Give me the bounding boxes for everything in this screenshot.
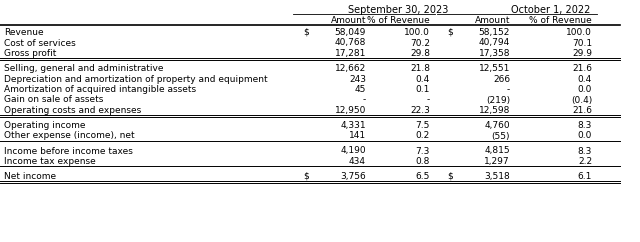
Text: Other expense (income), net: Other expense (income), net	[4, 131, 134, 141]
Text: 40,768: 40,768	[335, 38, 366, 47]
Text: 12,662: 12,662	[335, 64, 366, 73]
Text: September 30, 2023: September 30, 2023	[348, 5, 448, 15]
Text: (55): (55)	[492, 131, 510, 141]
Text: -: -	[507, 85, 510, 94]
Text: 4,815: 4,815	[484, 146, 510, 156]
Text: October 1, 2022: October 1, 2022	[511, 5, 591, 15]
Text: 21.6: 21.6	[572, 64, 592, 73]
Text: 0.4: 0.4	[578, 75, 592, 83]
Text: Operating costs and expenses: Operating costs and expenses	[4, 106, 141, 115]
Text: $: $	[303, 172, 308, 181]
Text: $: $	[447, 28, 452, 37]
Text: 6.5: 6.5	[415, 172, 430, 181]
Text: Income tax expense: Income tax expense	[4, 157, 96, 166]
Text: -: -	[363, 96, 366, 105]
Text: 0.2: 0.2	[416, 131, 430, 141]
Text: 17,358: 17,358	[479, 49, 510, 58]
Text: 12,598: 12,598	[479, 106, 510, 115]
Text: 3,518: 3,518	[484, 172, 510, 181]
Text: 0.0: 0.0	[578, 85, 592, 94]
Text: Cost of services: Cost of services	[4, 38, 76, 47]
Text: 58,152: 58,152	[479, 28, 510, 37]
Text: 1,297: 1,297	[484, 157, 510, 166]
Text: % of Revenue: % of Revenue	[529, 16, 592, 25]
Text: 434: 434	[349, 157, 366, 166]
Text: Income before income taxes: Income before income taxes	[4, 146, 133, 156]
Text: 45: 45	[355, 85, 366, 94]
Text: 22.3: 22.3	[410, 106, 430, 115]
Text: 100.0: 100.0	[404, 28, 430, 37]
Text: 58,049: 58,049	[335, 28, 366, 37]
Text: 17,281: 17,281	[335, 49, 366, 58]
Text: 0.1: 0.1	[415, 85, 430, 94]
Text: Revenue: Revenue	[4, 28, 44, 37]
Text: 8.3: 8.3	[578, 146, 592, 156]
Text: 3,756: 3,756	[340, 172, 366, 181]
Text: 0.4: 0.4	[416, 75, 430, 83]
Text: -: -	[427, 96, 430, 105]
Text: Amortization of acquired intangible assets: Amortization of acquired intangible asse…	[4, 85, 196, 94]
Text: (0.4): (0.4)	[571, 96, 592, 105]
Text: 4,760: 4,760	[484, 121, 510, 130]
Text: 21.8: 21.8	[410, 64, 430, 73]
Text: (219): (219)	[486, 96, 510, 105]
Text: Gain on sale of assets: Gain on sale of assets	[4, 96, 104, 105]
Text: 40,794: 40,794	[479, 38, 510, 47]
Text: Depreciation and amortization of property and equipment: Depreciation and amortization of propert…	[4, 75, 268, 83]
Text: Amount: Amount	[474, 16, 510, 25]
Text: 8.3: 8.3	[578, 121, 592, 130]
Text: 266: 266	[493, 75, 510, 83]
Text: $: $	[303, 28, 308, 37]
Text: 7.5: 7.5	[415, 121, 430, 130]
Text: 7.3: 7.3	[415, 146, 430, 156]
Text: 4,190: 4,190	[340, 146, 366, 156]
Text: Gross profit: Gross profit	[4, 49, 56, 58]
Text: Amount: Amount	[330, 16, 366, 25]
Text: 12,551: 12,551	[479, 64, 510, 73]
Text: 70.2: 70.2	[410, 38, 430, 47]
Text: Net income: Net income	[4, 172, 56, 181]
Text: 21.6: 21.6	[572, 106, 592, 115]
Text: 100.0: 100.0	[566, 28, 592, 37]
Text: 243: 243	[349, 75, 366, 83]
Text: 6.1: 6.1	[578, 172, 592, 181]
Text: 29.9: 29.9	[572, 49, 592, 58]
Text: $: $	[447, 172, 452, 181]
Text: 0.8: 0.8	[415, 157, 430, 166]
Text: % of Revenue: % of Revenue	[367, 16, 430, 25]
Text: 29.8: 29.8	[410, 49, 430, 58]
Text: 4,331: 4,331	[340, 121, 366, 130]
Text: Selling, general and administrative: Selling, general and administrative	[4, 64, 163, 73]
Text: 141: 141	[349, 131, 366, 141]
Text: Operating income: Operating income	[4, 121, 86, 130]
Text: 2.2: 2.2	[578, 157, 592, 166]
Text: 70.1: 70.1	[572, 38, 592, 47]
Text: 12,950: 12,950	[335, 106, 366, 115]
Text: 0.0: 0.0	[578, 131, 592, 141]
